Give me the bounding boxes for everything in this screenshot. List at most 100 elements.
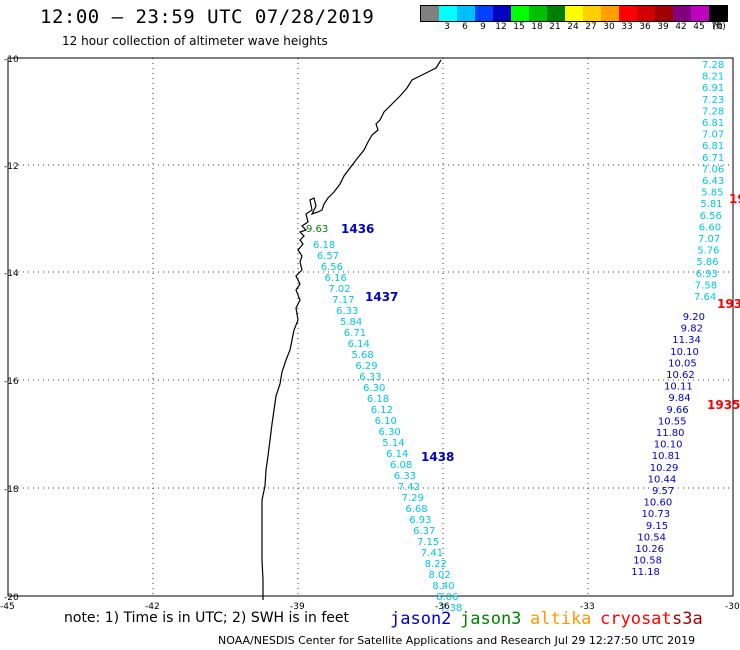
lat-label: -10 [4,55,19,65]
scale-swatch [565,6,583,21]
scale-label: 42 [675,22,687,32]
scale-label: 39 [657,22,669,32]
swh-value: 6.33 [359,372,381,383]
swh-value: 9.66 [666,405,688,416]
swh-value: 7.07 [702,130,724,141]
lat-label: -18 [4,485,19,495]
swh-value: 9.20 [683,312,705,323]
lat-label: -20 [4,593,19,603]
swh-value: 6.91 [702,83,724,94]
swh-value: 10.62 [666,370,695,381]
swh-value: 10.05 [668,358,697,369]
track-left: 9.636.186.576.566.167.027.176.335.846.71… [306,222,462,614]
swh-value: 6.57 [317,251,339,262]
swh-value: 6.37 [413,526,435,537]
swh-value: 10.81 [652,451,681,462]
scale-label: 70 [711,22,723,32]
swh-value: 10.11 [664,382,693,393]
scale-swatch [439,6,457,21]
swh-value: 10.44 [648,474,677,485]
swh-value: 8.40 [432,581,454,592]
swh-value: 6.08 [390,460,412,471]
scale-unit: (ft) [712,22,726,32]
scale-label: 3 [444,22,450,32]
swh-value: 10.60 [644,498,673,509]
swh-value: 9.15 [646,521,668,532]
swh-value: 5.68 [352,350,374,361]
swh-value: 10.29 [650,463,679,474]
scale-swatch [637,6,655,21]
swh-value: 6.18 [313,240,335,251]
swh-value: 6.56 [700,211,722,222]
swh-value: 6.43 [702,176,724,187]
swh-value: 6.30 [363,383,385,394]
scale-label: 12 [495,22,507,32]
lon-label: -30 [725,602,740,612]
scale-swatch [511,6,529,21]
scale-swatch [421,6,439,21]
time-label: 1438 [421,450,454,464]
swh-value: 6.33 [394,471,416,482]
time-label: 1935 [707,398,740,412]
swh-value: 6.30 [378,427,400,438]
swh-value: 6.10 [375,416,397,427]
swh-value: 7.38 [440,603,462,614]
lon-label: -36 [435,602,450,612]
axis-labels: -10 -12 -14 -16 -18 -20-45 -42 -39 -36 -33 -30 [0,55,740,612]
swh-value: 11.80 [656,428,685,439]
swh-value: 10.58 [633,556,662,567]
swh-value: 8.06 [436,592,458,603]
map-subtitle: 12 hour collection of altimeter wave hei… [62,34,328,48]
scale-label: 33 [621,22,633,32]
swh-value: 7.02 [328,284,350,295]
swh-value: 5.84 [340,317,362,328]
lat-lon-grid [7,57,734,597]
swh-value: 6.81 [702,141,724,152]
swh-value: 7.17 [332,295,354,306]
scale-swatch [655,6,673,21]
scale-label: 18 [531,22,543,32]
swh-value: 6.12 [371,405,393,416]
scale-swatch [673,6,691,21]
swh-value: 7.28 [702,106,724,117]
legend-jason3: jason3 [460,609,522,629]
lat-label: -12 [4,162,19,172]
scale-swatch [547,6,565,21]
legend-cryosat: cryosat [600,609,672,629]
footer: NOAA/NESDIS Center for Satellite Applica… [218,634,696,647]
track-right: 7.288.216.917.237.286.817.076.816.717.06… [631,60,740,578]
swh-value: 11.34 [672,335,701,346]
time-label: 193 [717,297,740,311]
scale-swatch [475,6,493,21]
lon-label: -45 [0,602,15,612]
scale-label: 6 [462,22,468,32]
swh-value: 7.28 [702,60,724,71]
scale-swatch [583,6,601,21]
swh-value: 7.15 [417,537,439,548]
coastline [261,59,442,600]
legend-altika: altika [530,609,592,629]
lat-label: -14 [4,269,19,279]
swh-value: 8.02 [429,570,451,581]
swh-value: 6.71 [702,153,724,164]
scale-swatch [601,6,619,21]
time-label: 1436 [341,222,374,236]
scale-swatch [457,6,475,21]
swh-value: 6.18 [367,394,389,405]
swh-value: 8.21 [702,72,724,83]
swh-value: 6.56 [321,262,343,273]
swh-value: 7.42 [398,482,420,493]
swh-value: 9.63 [306,224,328,235]
map-frame [7,57,734,597]
swh-value: 7.23 [702,95,724,106]
legend-note: note: 1) Time is in UTC; 2) SWH is in fe… [64,610,350,626]
swh-value: 7.06 [702,164,724,175]
swh-value: 7.58 [695,280,717,291]
swh-value: 9.84 [668,393,690,404]
scale-swatch [709,6,727,21]
swh-value: 6.93 [409,515,431,526]
swh-value: 7.41 [421,548,443,559]
swh-value: 5.14 [382,438,404,449]
scale-label: 45 [693,22,705,32]
swh-value: 9.82 [681,324,703,335]
